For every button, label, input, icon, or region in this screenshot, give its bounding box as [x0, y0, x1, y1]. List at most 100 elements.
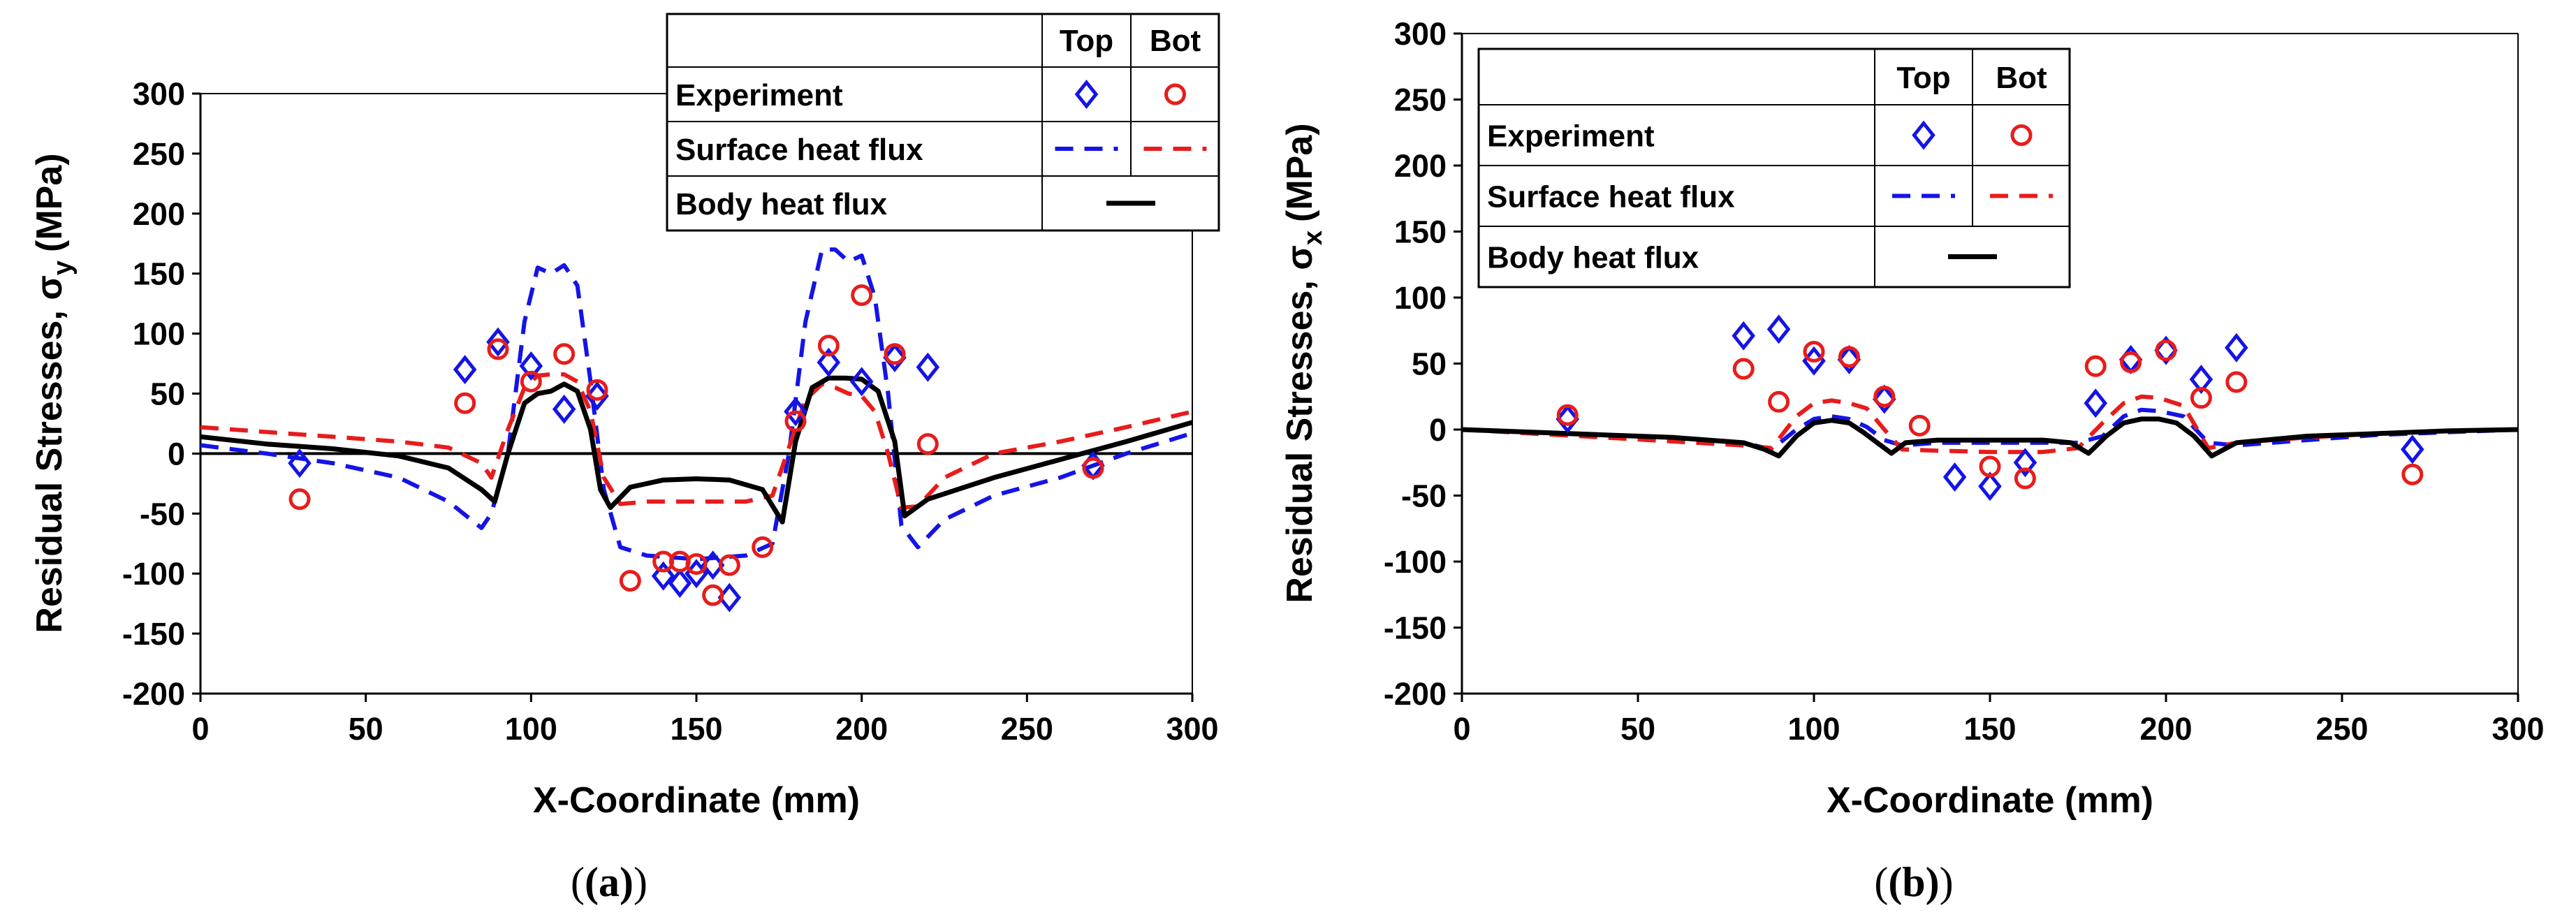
y-tick-label: -200 — [122, 676, 185, 712]
chart-panel-b: -200 -150 -100 -50 0 50 100 150 200 250 300 0 50 100… — [1280, 16, 2545, 905]
experiment-top-point — [486, 327, 510, 357]
x-tick-label: 250 — [2315, 711, 2368, 747]
experiment-top-point — [1872, 384, 1896, 414]
experiment-bot-point — [2120, 351, 2142, 374]
experiment-top-point — [2084, 388, 2108, 418]
x-tick-label: 300 — [2491, 711, 2544, 747]
experiment-top-point — [2400, 434, 2424, 464]
experiment-bot-point — [718, 554, 740, 576]
y-tick-label: 200 — [1394, 148, 1447, 184]
experiment-top-point — [453, 355, 477, 385]
experiment-top-point — [2224, 332, 2248, 363]
experiment-top-point — [1978, 471, 2002, 502]
y-tick-label: 150 — [1394, 214, 1447, 250]
y-tick-label: 100 — [133, 316, 185, 352]
y-tick-label: 250 — [133, 136, 185, 172]
legend-header-top: Top — [1896, 61, 1950, 95]
x-tick-label: 0 — [1453, 711, 1470, 747]
x-tick-label: 50 — [349, 711, 383, 747]
experiment-top-point — [1942, 462, 1967, 492]
experiment-bot-point — [1082, 457, 1104, 479]
experiment-top-point — [519, 351, 543, 381]
legend-circle-marker — [2010, 124, 2033, 146]
experiment-top-point — [552, 394, 576, 424]
experiment-bot-point — [1873, 386, 1896, 408]
experiment-bot-point — [1768, 390, 1790, 413]
experiment-top-point — [1766, 314, 1791, 344]
x-tick-label: 0 — [191, 711, 209, 747]
experiment-bot-point — [487, 338, 509, 360]
x-tick-label: 150 — [1963, 711, 2016, 747]
legend-label: Body heat flux — [1487, 241, 1699, 275]
experiment-bot-point — [1908, 414, 1931, 437]
experiment-top-point — [668, 568, 692, 598]
y-tick-label: 200 — [133, 196, 185, 232]
experiment-bot-point — [2401, 463, 2424, 485]
experiment-bot-point — [685, 552, 708, 575]
experiment-bot-point — [619, 570, 641, 592]
experiment-bot-point — [553, 343, 576, 365]
experiment-bot-point — [2084, 355, 2107, 377]
legend-label: Experiment — [1487, 119, 1655, 154]
experiment-top-point — [2189, 365, 2213, 395]
x-tick-label: 100 — [1787, 711, 1840, 747]
legend-label: Surface heat flux — [1487, 180, 1735, 214]
experiment-bot-point — [851, 284, 873, 307]
legend-label: Surface heat flux — [675, 133, 923, 167]
y-axis-title: Residual Stresses, σx (MPa) — [1280, 123, 1328, 603]
panel-label: ((b)) — [1874, 859, 1953, 905]
experiment-top-point — [1732, 321, 1756, 351]
chart-panel-a: -200 -150 -100 -50 0 50 100 150 200 250 300 0 50 100… — [29, 76, 1219, 905]
experiment-bot-point — [2225, 371, 2248, 393]
experiment-top-point — [1556, 404, 1580, 434]
legend-a: Top Bot Experiment Surface heat flux Body he… — [666, 13, 1220, 232]
experiment-bot-point — [1556, 404, 1579, 426]
y-tick-label: 100 — [1394, 280, 1447, 316]
y-tick-label: 0 — [168, 436, 185, 471]
experiment-bot-point — [817, 335, 840, 357]
surface-heat-flux-top-line — [200, 247, 1193, 562]
y-axis-title-main: Residual Stresses, σ — [29, 275, 70, 633]
legend-header-bot: Bot — [1996, 61, 2047, 95]
x-tick-label: 50 — [1620, 711, 1655, 747]
experiment-bot-point — [1803, 340, 1825, 363]
x-tick-label: 100 — [505, 711, 557, 747]
experiment-top-point — [784, 397, 807, 427]
experiment-bot-point — [884, 343, 906, 365]
y-tick-label: -100 — [122, 556, 185, 592]
surface-heat-flux-top-line — [1461, 407, 2519, 452]
x-tick-label: 150 — [670, 711, 722, 747]
experiment-bot-point — [2155, 339, 2177, 362]
experiment-bot-point — [586, 379, 608, 401]
body-heat-flux-line — [200, 375, 1193, 525]
y-tick-label: -200 — [1384, 676, 1447, 712]
experiment-top-point — [849, 367, 874, 397]
experiment-bot-point — [702, 584, 724, 606]
experiment-bot-point — [784, 410, 807, 432]
legend-box — [1477, 47, 2071, 288]
legend-diamond-marker — [1074, 79, 1099, 110]
experiment-bot-point — [288, 488, 311, 511]
y-tick-label: -50 — [140, 496, 185, 532]
experiment-bot-point — [454, 392, 476, 414]
legend-header-top: Top — [1060, 24, 1113, 58]
legend-header-bot: Bot — [1150, 24, 1201, 58]
surface-heat-flux-bot-line — [200, 372, 1193, 510]
experiment-bot-point — [1979, 455, 2001, 478]
y-tick-label: 150 — [133, 256, 185, 292]
x-tick-label: 200 — [2139, 711, 2192, 747]
y-tick-label: 300 — [133, 76, 185, 112]
x-tick-label: 200 — [835, 711, 888, 747]
y-tick-label: -150 — [122, 616, 185, 652]
experiment-bot-point — [520, 370, 542, 393]
experiment-top-point — [883, 342, 907, 372]
experiment-top-point — [2013, 448, 2037, 478]
experiment-bot-point — [916, 433, 939, 455]
experiment-top-point — [288, 448, 312, 478]
y-tick-label: 250 — [1394, 82, 1447, 118]
y-tick-label: 50 — [1412, 346, 1447, 382]
experiment-bot-point — [2014, 467, 2036, 490]
x-axis-title: X-Coordinate (mm) — [1827, 780, 2153, 821]
panel-label: ((a)) — [571, 859, 647, 905]
